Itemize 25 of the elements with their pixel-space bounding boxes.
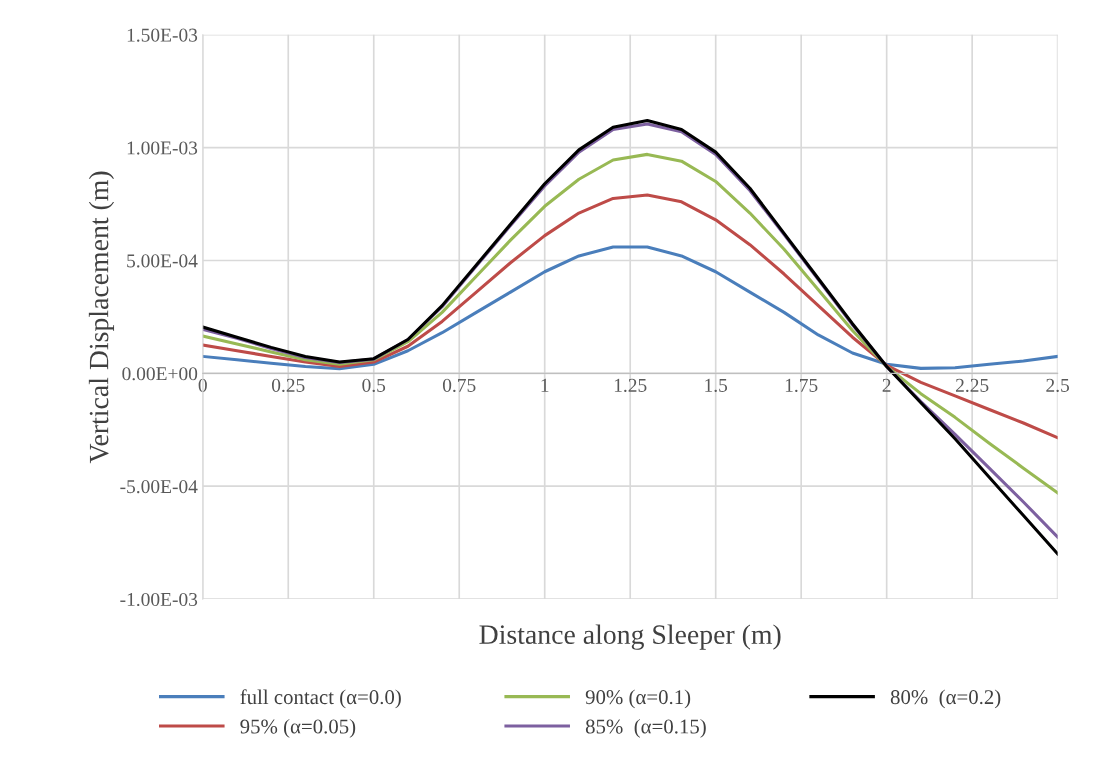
y-tick-label: 1.00E-03 [127,141,198,155]
y-tick-label: 1.50E-03 [127,28,198,42]
x-tick-label: 1.5 [705,378,728,392]
x-tick-label: 1.25 [614,378,647,392]
x-tick-label: 2.5 [1046,378,1070,392]
y-tick-label: -1.00E-03 [120,592,198,607]
x-tick-label: 0.5 [362,378,386,392]
x-tick-label: 0.25 [271,378,305,392]
line-series [202,245,1058,371]
x-tick-label: 2.25 [955,378,989,392]
x-tick-label: 0.75 [442,378,476,392]
y-tick-label: 5.00E-04 [127,254,198,268]
legend-label: 85% (α=0.15) [585,718,706,738]
legend-label: 80% (α=0.2) [890,689,1001,709]
legend-label: 95% (α=0.05) [240,718,356,738]
x-tick-label: 1.75 [785,378,818,392]
x-tick-label: 2 [882,378,891,392]
legend-label: 90% (α=0.1) [585,689,691,709]
y-tick-label: 0.00E+00 [122,367,198,381]
y-axis-title: Vertical Displacement (m) [88,171,115,464]
x-tick-label: 0 [198,378,207,392]
x-axis-title: Distance along Sleeper (m) [479,624,781,650]
y-tick-label: -5.00E-04 [120,480,198,494]
x-tick-label: 1 [541,378,549,392]
legend-label: full contact (α=0.0) [240,689,401,709]
